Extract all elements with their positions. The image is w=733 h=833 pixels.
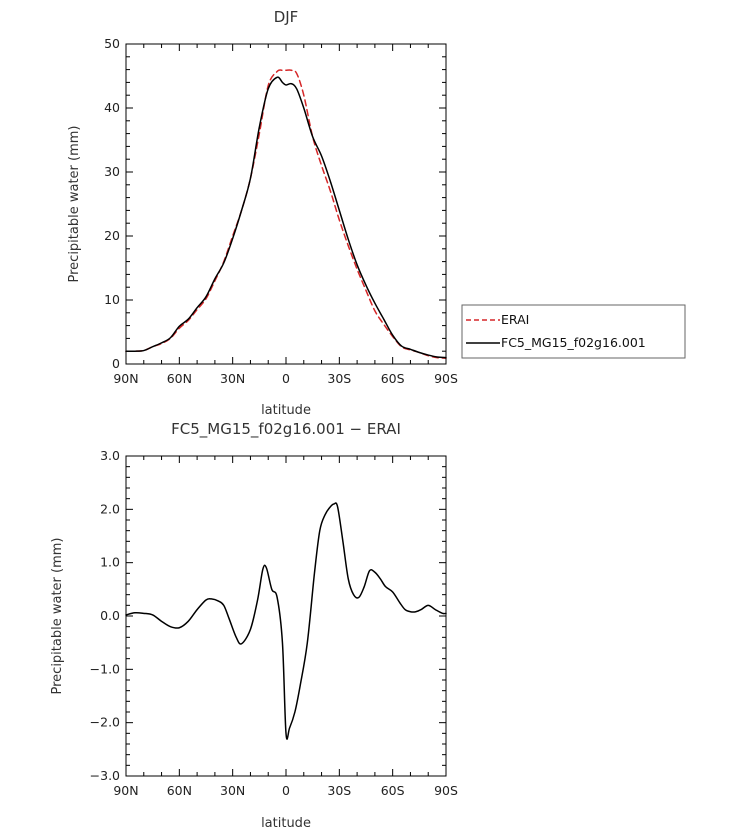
panel-bottom: FC5_MG15_f02g16.001 − ERAI latitude Prec…: [50, 420, 458, 831]
y-tick-label: 0: [112, 356, 120, 371]
legend-label-model: FC5_MG15_f02g16.001: [501, 335, 646, 350]
x-axis-label-top: latitude: [261, 403, 311, 418]
chart-title-top: DJF: [274, 8, 299, 26]
y-tick-label: 10: [104, 292, 120, 307]
legend-box: [461, 304, 686, 359]
y-tick-label: −1.0: [90, 661, 120, 676]
x-tick-label: 30S: [327, 783, 351, 798]
x-tick-label: 90N: [113, 783, 138, 798]
legend: ERAI FC5_MG15_f02g16.001: [461, 304, 686, 359]
y-tick-label: 30: [104, 164, 120, 179]
y-axis-label-bottom: Precipitable water (mm): [50, 538, 65, 695]
y-tick-label: 50: [104, 36, 120, 51]
legend-label-erai: ERAI: [501, 312, 529, 327]
y-tick-label: 40: [104, 100, 120, 115]
x-tick-label: 60S: [381, 783, 405, 798]
x-tick-label: 30S: [327, 371, 351, 386]
y-tick-label: −3.0: [90, 768, 120, 783]
x-tick-label: 90S: [434, 371, 458, 386]
x-axis-label-bottom: latitude: [261, 816, 311, 831]
series-line-0-1: [125, 76, 447, 359]
y-tick-label: 1.0: [100, 555, 120, 570]
y-tick-label: 0.0: [100, 608, 120, 623]
x-tick-label: 60N: [167, 371, 192, 386]
chart-title-bottom: FC5_MG15_f02g16.001 − ERAI: [171, 420, 401, 439]
y-tick-label: −2.0: [90, 715, 120, 730]
series-line-0-0: [125, 69, 447, 359]
y-tick-label: 20: [104, 228, 120, 243]
y-tick-label: 3.0: [100, 448, 120, 463]
panel-top: DJF latitude Precipitable water (mm) 0 10…: [67, 8, 458, 418]
x-tick-label: 30N: [220, 783, 245, 798]
x-tick-label: 90S: [434, 783, 458, 798]
x-tick-label: 60N: [167, 783, 192, 798]
axes-top: 0 10 20 30 40 50 90N 60N 30N 0 30S 60S 90S: [104, 36, 458, 386]
plot-frame-top: [125, 43, 447, 365]
series-line-1-0: [125, 502, 447, 740]
x-tick-label: 30N: [220, 371, 245, 386]
series-layer-bottom: [125, 502, 447, 740]
x-tick-label: 0: [282, 783, 290, 798]
y-axis-label-top: Precipitable water (mm): [67, 126, 82, 283]
x-tick-label: 60S: [381, 371, 405, 386]
y-tick-label: 2.0: [100, 501, 120, 516]
x-tick-label: 90N: [113, 371, 138, 386]
axes-bottom: −3.0 −2.0 −1.0 0.0 1.0 2.0 3.0 90N 60N 30N 0 30S 60S…: [90, 448, 458, 798]
series-layer-top: [125, 69, 447, 359]
x-tick-label: 0: [282, 371, 290, 386]
plot-frame-bottom: [125, 455, 447, 777]
